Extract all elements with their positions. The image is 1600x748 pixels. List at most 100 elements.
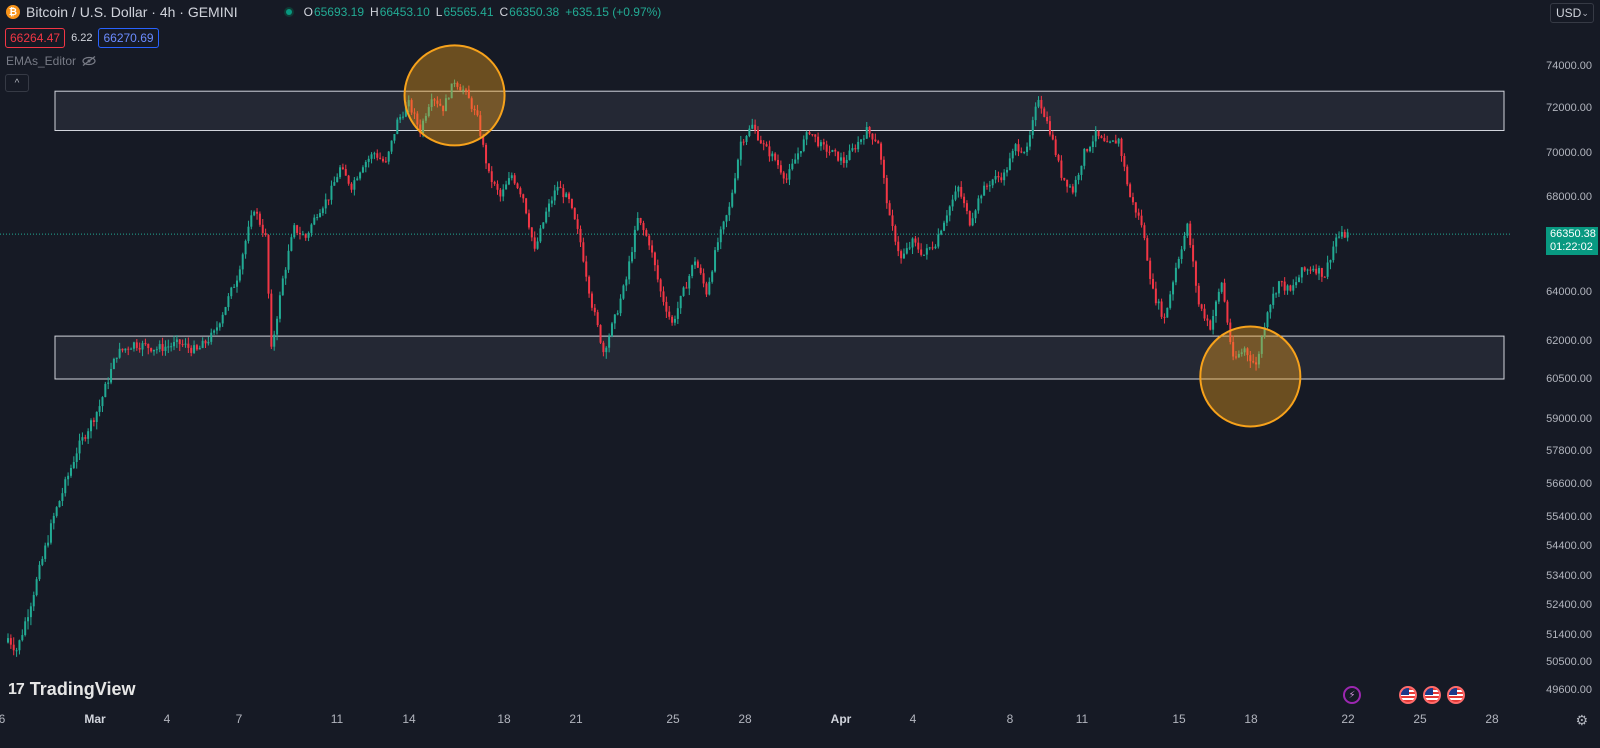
candle-body [1120, 138, 1123, 157]
price-axis-label: 68000.00 [1546, 191, 1592, 203]
candle-body [29, 606, 32, 618]
price-chart[interactable] [0, 0, 1545, 748]
us-flag-icon[interactable] [1447, 686, 1465, 704]
candle-body [519, 188, 522, 195]
candle-body [310, 224, 313, 233]
collapse-legend-button[interactable]: ^ [5, 74, 29, 92]
candle-body [911, 238, 914, 248]
us-flag-icon[interactable] [1423, 686, 1441, 704]
candle-body [897, 241, 900, 252]
candle-body [485, 144, 488, 164]
ohlc-close: C66350.38 [499, 5, 560, 19]
indicator-legend[interactable]: EMAs_Editor [6, 54, 96, 68]
candle-body [536, 241, 539, 249]
highlight-circle[interactable] [1199, 325, 1302, 428]
candle-body [433, 99, 436, 101]
candle-body [1126, 166, 1129, 185]
candle-body [576, 219, 579, 229]
candle-body [1111, 140, 1114, 142]
candle-body [115, 357, 118, 359]
candle-body [1157, 301, 1160, 304]
lightning-icon[interactable]: ⚡ [1343, 686, 1361, 704]
candle-body [1131, 197, 1134, 203]
candle-body [997, 176, 1000, 178]
candle-body [585, 261, 588, 277]
candle-body [379, 157, 382, 159]
candle-body [1232, 342, 1235, 357]
tradingview-watermark[interactable]: 17 TradingView [8, 679, 136, 700]
candle-body [7, 638, 9, 643]
candle-body [802, 139, 805, 152]
candle-body [1140, 215, 1143, 226]
candle-body [422, 120, 425, 134]
candle-body [190, 347, 193, 353]
candle-body [642, 222, 645, 231]
candle-body [610, 323, 613, 337]
candle-body [244, 240, 247, 255]
candle-body [1172, 282, 1175, 295]
candle-body [1343, 232, 1346, 238]
candle-body [101, 397, 104, 407]
candle-body [1143, 225, 1146, 239]
indicator-name[interactable]: EMAs_Editor [6, 54, 77, 68]
time-axis-label: 11 [1075, 712, 1089, 726]
highlight-circle[interactable] [403, 44, 506, 147]
candle-body [1229, 322, 1232, 343]
chart-settings-gear-icon[interactable]: ⚙ [1575, 712, 1588, 728]
candle-body [925, 248, 928, 255]
time-axis-label: 25 [666, 712, 680, 726]
candle-body [1263, 327, 1266, 337]
candle-body [682, 287, 685, 296]
candle-body [447, 98, 450, 100]
candle-body [341, 167, 344, 170]
market-status-icon[interactable] [283, 7, 294, 17]
symbol-title[interactable]: Bitcoin / U.S. Dollar · 4h · GEMINI [26, 4, 238, 20]
symbol-legend[interactable]: ₿ Bitcoin / U.S. Dollar · 4h · GEMINI O6… [6, 4, 661, 20]
candle-body [12, 644, 15, 651]
sell-button[interactable]: 66264.47 [5, 28, 66, 48]
time-axis-label: 28 [1485, 712, 1499, 726]
candle-body [1174, 267, 1177, 283]
price-axis-label: 59000.00 [1546, 413, 1592, 425]
candle-body [1186, 223, 1189, 236]
candle-body [210, 332, 213, 342]
candle-body [662, 291, 665, 302]
candle-body [127, 348, 130, 350]
candle-body [839, 157, 842, 161]
eye-off-icon[interactable] [82, 56, 96, 66]
candle-body [350, 183, 353, 190]
price-axis-label: 70000.00 [1546, 147, 1592, 159]
us-flag-icon[interactable] [1399, 686, 1417, 704]
candle-body [1220, 282, 1223, 292]
candle-body [1237, 353, 1240, 358]
candle-body [499, 189, 502, 197]
candle-body [330, 185, 333, 200]
candle-body [794, 159, 797, 164]
candle-body [1169, 294, 1172, 308]
candle-body [777, 159, 780, 166]
buy-button[interactable]: 66270.69 [98, 28, 159, 48]
candle-body [1286, 285, 1289, 291]
candle-body [453, 82, 456, 84]
resistance-zone[interactable] [54, 90, 1505, 131]
candle-body [771, 153, 774, 157]
candle-body [376, 153, 379, 158]
candle-body [1028, 135, 1031, 147]
currency-select[interactable]: USD ⌄ [1550, 3, 1594, 23]
candle-body [954, 191, 957, 200]
candle-body [842, 157, 845, 164]
candle-body [439, 103, 442, 106]
candle-body [384, 161, 387, 163]
candle-body [427, 107, 430, 116]
candle-body [1006, 169, 1009, 173]
candle-body [565, 193, 568, 198]
candle-body [940, 230, 943, 235]
candle-body [971, 218, 974, 226]
candle-body [273, 334, 276, 347]
candle-body [181, 344, 184, 346]
candle-body [35, 579, 38, 596]
candle-body [456, 82, 459, 87]
candle-body [1257, 353, 1260, 365]
candle-body [871, 133, 874, 140]
